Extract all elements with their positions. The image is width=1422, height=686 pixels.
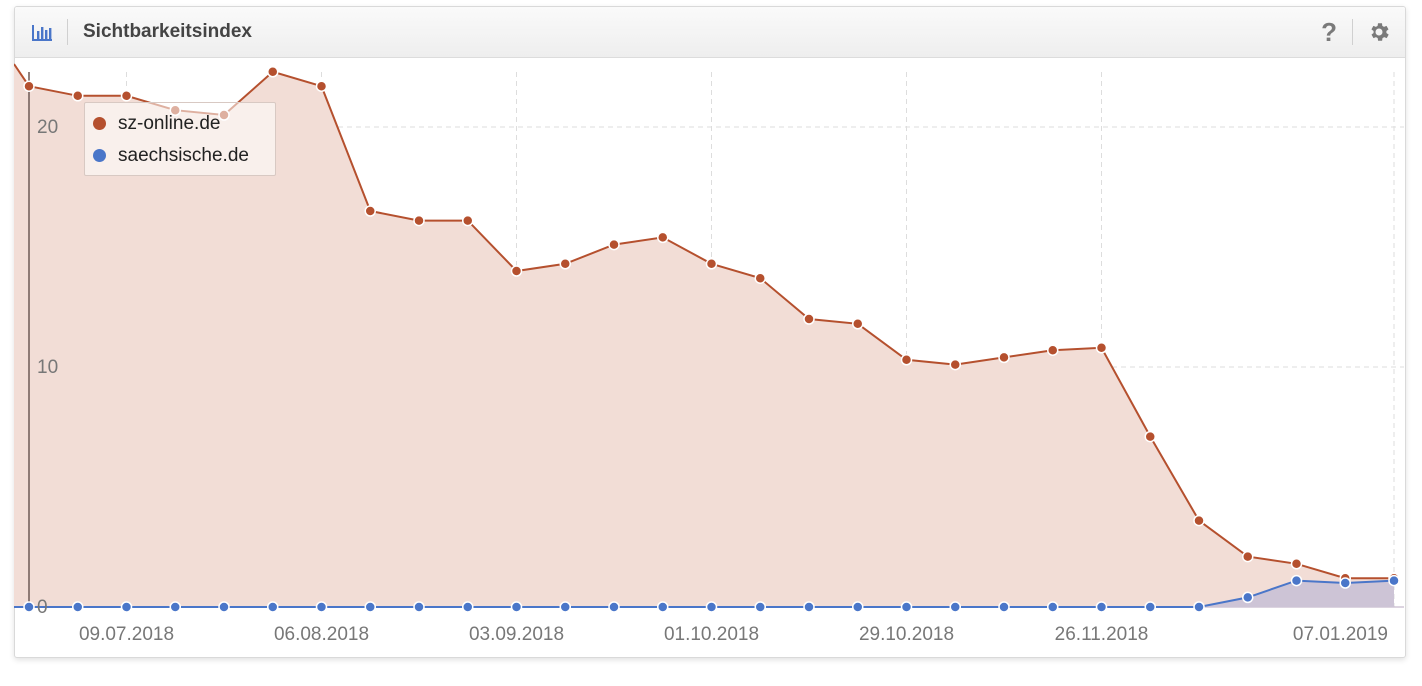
- sz-online-point: [120, 90, 133, 102]
- saechsische-point: [1388, 574, 1400, 587]
- question-icon[interactable]: ?: [1321, 17, 1337, 47]
- saechsische-point: [364, 601, 376, 613]
- sz-online-point: [559, 258, 571, 270]
- sz-online-point: [705, 258, 718, 270]
- widget-title: Sichtbarkeitsindex: [83, 21, 252, 42]
- sz-online-area-lead: [14, 64, 29, 607]
- bar-chart-icon[interactable]: [31, 22, 53, 42]
- sz-online-point: [1047, 344, 1059, 356]
- sz-online-point: [900, 354, 913, 366]
- chart-legend: sz-online.de saechsische.de: [84, 102, 276, 176]
- saechsische-point: [803, 601, 815, 613]
- sz-online-point: [72, 90, 84, 102]
- sz-online-point: [754, 272, 766, 284]
- saechsische-point: [23, 601, 35, 613]
- saechsische-point: [510, 601, 523, 613]
- legend-label: sz-online.de: [118, 113, 221, 134]
- saechsische-point: [949, 601, 961, 613]
- x-tick-label: 29.10.2018: [859, 624, 954, 645]
- legend-label: saechsische.de: [118, 145, 249, 166]
- saechsische-point: [462, 601, 474, 613]
- sz-online-point: [364, 205, 376, 217]
- saechsische-point: [1290, 574, 1303, 587]
- sz-online-point: [510, 265, 523, 277]
- header-divider: [67, 19, 68, 45]
- sz-online-point: [1290, 558, 1303, 570]
- legend-item-saechsische[interactable]: saechsische.de: [93, 144, 249, 168]
- y-tick-label: 10: [37, 357, 58, 378]
- sz-online-point: [267, 66, 279, 78]
- y-tick-label: 20: [37, 117, 58, 138]
- x-tick-label: 07.01.2019: [1293, 624, 1388, 645]
- sz-online-point: [608, 238, 620, 251]
- saechsische-point: [657, 601, 669, 613]
- sz-online-point: [413, 214, 425, 227]
- x-tick-label: 01.10.2018: [664, 624, 759, 645]
- sz-online-point: [1144, 430, 1156, 443]
- saechsische-point: [1095, 601, 1108, 613]
- x-tick-label: 09.07.2018: [79, 624, 174, 645]
- saechsische-point: [998, 601, 1010, 613]
- widget-header: Sichtbarkeitsindex ?: [15, 7, 1405, 58]
- gear-icon[interactable]: [1367, 20, 1391, 44]
- saechsische-point: [218, 601, 230, 613]
- sz-online-point: [998, 351, 1010, 364]
- x-tick-label: 26.11.2018: [1055, 624, 1149, 645]
- y-tick-label: 0: [37, 597, 48, 618]
- sz-online-point: [852, 318, 864, 330]
- saechsische-point: [1242, 591, 1254, 604]
- saechsische-point: [315, 601, 328, 613]
- x-tick-label: 03.09.2018: [469, 624, 564, 645]
- saechsische-point: [1193, 601, 1205, 613]
- sz-online-point: [1095, 342, 1108, 354]
- saechsische-point: [900, 601, 913, 613]
- sz-online-point: [1193, 514, 1205, 527]
- saechsische-point: [1339, 577, 1351, 589]
- legend-dot: [93, 149, 106, 162]
- saechsische-point: [267, 601, 279, 613]
- saechsische-point: [852, 601, 864, 613]
- saechsische-point: [169, 601, 181, 613]
- saechsische-point: [120, 601, 133, 613]
- saechsische-point: [413, 601, 425, 613]
- sz-online-point: [315, 80, 328, 92]
- saechsische-point: [754, 601, 766, 613]
- sz-online-point: [1242, 550, 1254, 563]
- saechsische-point: [559, 601, 571, 613]
- saechsische-point: [608, 601, 620, 613]
- saechsische-area: [29, 580, 1394, 607]
- saechsische-point: [72, 601, 84, 613]
- sz-online-area: [29, 71, 1394, 608]
- sz-online-point: [949, 358, 961, 371]
- saechsische-point: [1047, 601, 1059, 613]
- x-tick-label: 06.08.2018: [274, 624, 369, 645]
- legend-dot: [93, 117, 106, 130]
- sz-online-point: [23, 80, 35, 92]
- header-divider: [1352, 19, 1353, 45]
- saechsische-point: [1144, 601, 1156, 613]
- legend-item-sz-online[interactable]: sz-online.de: [93, 112, 220, 136]
- saechsische-point: [705, 601, 718, 613]
- sz-online-point: [462, 214, 474, 227]
- sz-online-point: [657, 231, 669, 244]
- sz-online-point: [803, 313, 815, 325]
